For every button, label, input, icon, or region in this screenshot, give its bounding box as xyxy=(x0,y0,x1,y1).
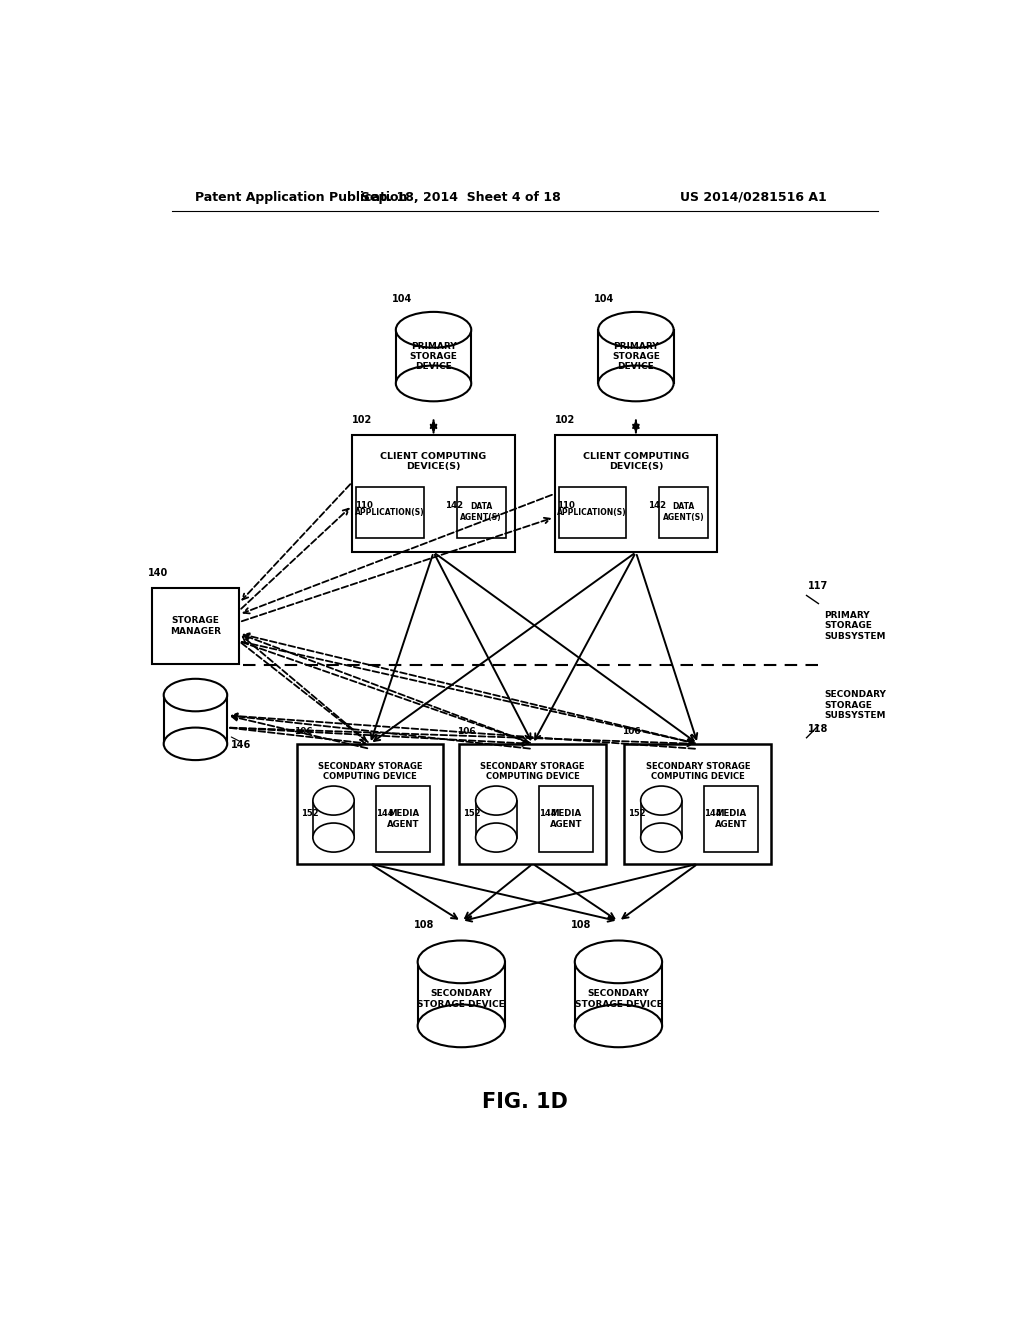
FancyBboxPatch shape xyxy=(539,785,593,853)
Ellipse shape xyxy=(418,1005,505,1047)
Text: PRIMARY
STORAGE
SUBSYSTEM: PRIMARY STORAGE SUBSYSTEM xyxy=(824,611,886,640)
FancyBboxPatch shape xyxy=(352,436,515,552)
Ellipse shape xyxy=(598,366,674,401)
FancyBboxPatch shape xyxy=(297,744,443,863)
Text: 110: 110 xyxy=(557,500,574,510)
Text: 118: 118 xyxy=(808,723,828,734)
Text: 152: 152 xyxy=(463,809,481,818)
Ellipse shape xyxy=(475,824,517,853)
FancyBboxPatch shape xyxy=(625,744,771,863)
FancyBboxPatch shape xyxy=(558,487,626,537)
Text: 104: 104 xyxy=(594,293,614,304)
Text: 152: 152 xyxy=(629,809,646,818)
Polygon shape xyxy=(418,962,505,1026)
Text: 106: 106 xyxy=(622,727,641,735)
Ellipse shape xyxy=(574,1005,663,1047)
FancyBboxPatch shape xyxy=(152,587,240,664)
Text: US 2014/0281516 A1: US 2014/0281516 A1 xyxy=(680,190,826,203)
Text: 152: 152 xyxy=(301,809,318,818)
Ellipse shape xyxy=(418,941,505,983)
Text: PRIMARY
STORAGE
DEVICE: PRIMARY STORAGE DEVICE xyxy=(410,342,458,371)
Text: Sep. 18, 2014  Sheet 4 of 18: Sep. 18, 2014 Sheet 4 of 18 xyxy=(361,190,561,203)
Text: MEDIA
AGENT: MEDIA AGENT xyxy=(550,809,583,829)
Text: 144: 144 xyxy=(377,809,394,818)
Text: SECONDARY
STORAGE DEVICE: SECONDARY STORAGE DEVICE xyxy=(418,989,505,1008)
Text: 108: 108 xyxy=(570,920,591,931)
Text: PRIMARY
STORAGE
DEVICE: PRIMARY STORAGE DEVICE xyxy=(612,342,659,371)
Text: SECONDARY STORAGE
COMPUTING DEVICE: SECONDARY STORAGE COMPUTING DEVICE xyxy=(645,762,750,781)
FancyBboxPatch shape xyxy=(457,487,506,537)
FancyBboxPatch shape xyxy=(377,785,430,853)
Text: 108: 108 xyxy=(414,920,434,931)
Text: DATA
AGENT(S): DATA AGENT(S) xyxy=(663,503,705,521)
Text: APPLICATION(S): APPLICATION(S) xyxy=(355,508,425,516)
FancyBboxPatch shape xyxy=(356,487,424,537)
Ellipse shape xyxy=(641,824,682,853)
Text: APPLICATION(S): APPLICATION(S) xyxy=(557,508,627,516)
Text: 146: 146 xyxy=(231,739,252,750)
Polygon shape xyxy=(164,696,227,744)
Text: SECONDARY STORAGE
COMPUTING DEVICE: SECONDARY STORAGE COMPUTING DEVICE xyxy=(317,762,422,781)
Ellipse shape xyxy=(164,678,227,711)
Ellipse shape xyxy=(396,366,471,401)
Text: SECONDARY
STORAGE
SUBSYSTEM: SECONDARY STORAGE SUBSYSTEM xyxy=(824,690,886,721)
Ellipse shape xyxy=(475,785,517,814)
Text: CLIENT COMPUTING
DEVICE(S): CLIENT COMPUTING DEVICE(S) xyxy=(380,451,486,471)
Text: 106: 106 xyxy=(457,727,475,735)
Ellipse shape xyxy=(641,785,682,814)
Text: 117: 117 xyxy=(808,581,828,591)
Text: 104: 104 xyxy=(392,293,412,304)
Polygon shape xyxy=(574,962,663,1026)
FancyBboxPatch shape xyxy=(555,436,717,552)
Text: 144: 144 xyxy=(539,809,557,818)
Text: 140: 140 xyxy=(147,568,168,578)
Ellipse shape xyxy=(313,785,354,814)
FancyBboxPatch shape xyxy=(658,487,709,537)
FancyBboxPatch shape xyxy=(460,744,606,863)
Text: SECONDARY STORAGE
COMPUTING DEVICE: SECONDARY STORAGE COMPUTING DEVICE xyxy=(480,762,585,781)
Text: DATA
AGENT(S): DATA AGENT(S) xyxy=(461,503,502,521)
Text: STORAGE
MANAGER: STORAGE MANAGER xyxy=(170,616,221,636)
Text: MEDIA
AGENT: MEDIA AGENT xyxy=(715,809,748,829)
Ellipse shape xyxy=(598,312,674,347)
Text: FIG. 1D: FIG. 1D xyxy=(482,1092,567,1111)
Ellipse shape xyxy=(313,824,354,853)
Text: Patent Application Publication: Patent Application Publication xyxy=(196,190,408,203)
Text: 102: 102 xyxy=(555,416,574,425)
Ellipse shape xyxy=(574,941,663,983)
Ellipse shape xyxy=(164,727,227,760)
FancyBboxPatch shape xyxy=(705,785,758,853)
Text: CLIENT COMPUTING
DEVICE(S): CLIENT COMPUTING DEVICE(S) xyxy=(583,451,689,471)
Polygon shape xyxy=(641,800,682,838)
Text: 144: 144 xyxy=(705,809,722,818)
Polygon shape xyxy=(313,800,354,838)
Text: 142: 142 xyxy=(648,500,666,510)
Polygon shape xyxy=(598,330,674,383)
Text: 142: 142 xyxy=(445,500,464,510)
Text: 106: 106 xyxy=(294,727,313,735)
Text: 102: 102 xyxy=(352,416,373,425)
Text: 110: 110 xyxy=(354,500,373,510)
Text: MEDIA
AGENT: MEDIA AGENT xyxy=(387,809,420,829)
Ellipse shape xyxy=(396,312,471,347)
Text: SECONDARY
STORAGE DEVICE: SECONDARY STORAGE DEVICE xyxy=(574,989,663,1008)
Polygon shape xyxy=(396,330,471,383)
Polygon shape xyxy=(475,800,517,838)
